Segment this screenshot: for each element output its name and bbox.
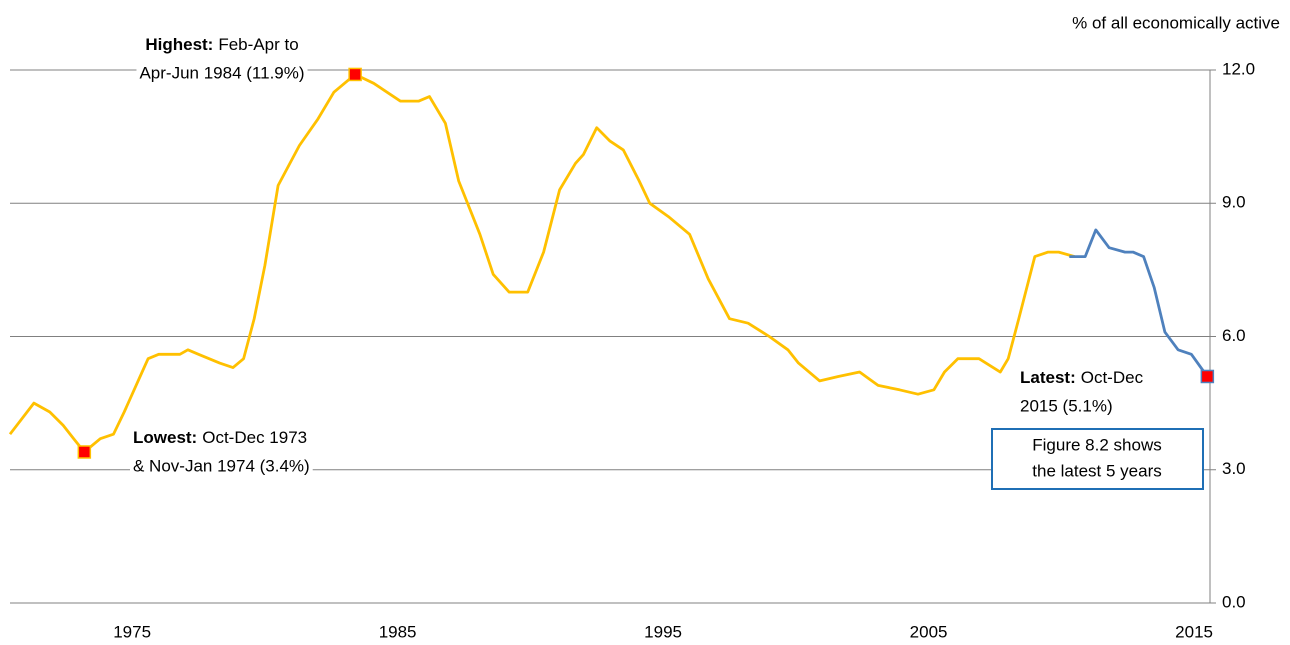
annotation-line: Feb-Apr to	[218, 35, 298, 54]
annotation: Highest: Feb-Apr to Apr-Jun 1984 (11.9%)	[136, 34, 308, 84]
x-tick-label: 1985	[379, 622, 417, 641]
annotation-text: & Nov-Jan 1974 (3.4%)	[133, 456, 310, 475]
annotation-text: Highest: Feb-Apr to	[145, 35, 298, 54]
annotation-text: Apr-Jun 1984 (11.9%)	[139, 63, 304, 82]
annotation-text: Lowest: Oct-Dec 1973	[133, 428, 307, 447]
note-border	[991, 428, 1204, 490]
y-tick-label: 9.0	[1222, 193, 1246, 212]
annotation-text: Latest: Oct-Dec	[1020, 368, 1144, 387]
series-line	[1069, 228, 1209, 378]
series-line	[8, 73, 1075, 454]
annotation: Latest: Oct-Dec 2015 (5.1%)	[1017, 367, 1147, 417]
annotation-bg	[1017, 367, 1147, 417]
annotation-line: Oct-Dec	[1081, 368, 1144, 387]
x-tick-label: 2015	[1175, 622, 1213, 641]
annotation: Lowest: Oct-Dec 1973 & Nov-Jan 1974 (3.4%)	[130, 427, 313, 477]
note-box: Figure 8.2 shows the latest 5 years	[991, 428, 1204, 490]
annotation-label: Highest:	[145, 35, 213, 54]
y-tick-label: 12.0	[1222, 59, 1255, 78]
x-tick-label: 2005	[910, 622, 948, 641]
annotation-label: Lowest:	[133, 428, 197, 447]
y-tick-label: 6.0	[1222, 326, 1246, 345]
note-text: the latest 5 years	[1032, 461, 1161, 480]
y-tick-label: 3.0	[1222, 459, 1246, 478]
marker	[348, 67, 362, 82]
note-text: Figure 8.2 shows	[1032, 435, 1161, 454]
annotation-bg	[136, 34, 308, 84]
y-tick-label: 0.0	[1222, 592, 1246, 611]
annotation-bg	[130, 427, 313, 477]
marker	[77, 445, 92, 459]
annotation-label: Latest:	[1020, 368, 1076, 387]
x-tick-label: 1975	[113, 622, 151, 641]
marker	[1200, 369, 1215, 384]
annotation-text: 2015 (5.1%)	[1020, 396, 1113, 415]
axis-label: % of all economically active	[1072, 13, 1280, 32]
x-tick-label: 1995	[644, 622, 682, 641]
annotation-line: Oct-Dec 1973	[202, 428, 307, 447]
